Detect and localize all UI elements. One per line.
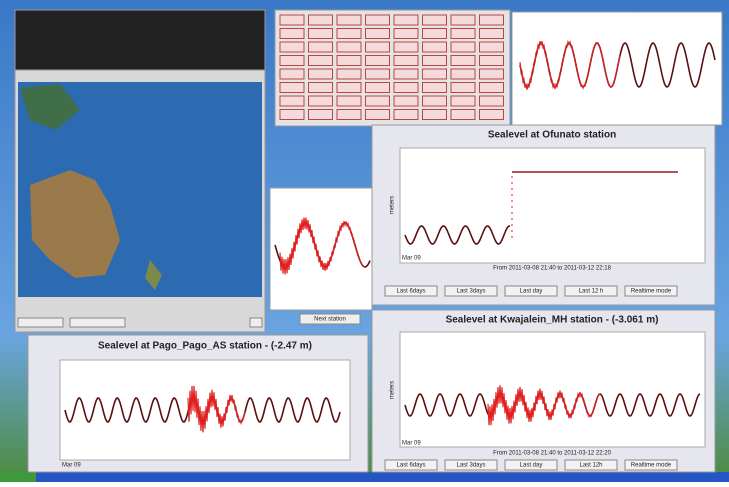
station-button[interactable] [280,42,304,52]
station-button[interactable] [337,83,361,93]
range-button-label: Last 3days [456,289,485,295]
station-button[interactable] [337,110,361,120]
station-button[interactable] [394,110,418,120]
station-button[interactable] [337,56,361,66]
x-start-label: Mar 09 [402,256,421,262]
range-button-label: Last day [520,289,543,295]
range-button-label: Last day [520,463,543,469]
station-button[interactable] [451,29,475,39]
station-button[interactable] [480,29,504,39]
station-button[interactable] [309,15,333,25]
button-row: Last 6days Last 3days Last day Last 12 h Rea… [385,286,677,296]
desktop: Sealevel at Ofunato station meters Mar 0… [0,0,729,482]
station-button[interactable] [423,56,447,66]
chart-title: Sealevel at Kwajalein_MH station - (-3.0… [446,315,659,326]
range-button-label: Last 12h [579,463,602,469]
station-button[interactable] [309,110,333,120]
station-button[interactable] [366,29,390,39]
station-button[interactable] [337,15,361,25]
station-button[interactable] [366,69,390,79]
range-button-label: Last 3days [456,463,485,469]
station-button[interactable] [451,96,475,106]
date-range: From 2011-03-08 21:40 to 2011-03-12 22:2… [493,451,612,457]
station-button[interactable] [480,110,504,120]
station-button[interactable] [309,83,333,93]
x-start-label: Mar 09 [62,463,81,469]
station-button[interactable] [337,96,361,106]
station-button[interactable] [423,15,447,25]
date-range: From 2011-03-08 21:40 to 2011-03-12 22:1… [493,266,612,272]
range-button-label: Last 6days [396,463,425,469]
station-button[interactable] [451,83,475,93]
y-axis-label: meters [390,196,396,214]
next-station-label: Next station [314,317,346,323]
x-start-label: Mar 09 [402,441,421,447]
station-button[interactable] [394,83,418,93]
station-button[interactable] [480,69,504,79]
map-button[interactable] [250,318,262,327]
station-button[interactable] [280,56,304,66]
station-button[interactable] [451,69,475,79]
station-button[interactable] [366,83,390,93]
station-button[interactable] [423,96,447,106]
range-button-label: Last 6days [396,289,425,295]
station-button[interactable] [366,56,390,66]
station-button[interactable] [480,15,504,25]
taskbar [0,472,729,482]
station-button[interactable] [394,29,418,39]
station-button[interactable] [280,29,304,39]
station-button[interactable] [337,42,361,52]
station-button[interactable] [394,42,418,52]
console-window [15,10,265,70]
station-button[interactable] [366,42,390,52]
station-button[interactable] [423,83,447,93]
station-button[interactable] [451,15,475,25]
button-row: Last 6days Last 3days Last day Last 12h Real… [385,460,677,470]
station-button[interactable] [480,42,504,52]
station-button[interactable] [280,96,304,106]
station-button[interactable] [394,69,418,79]
station-button[interactable] [394,56,418,66]
station-button[interactable] [423,110,447,120]
station-button[interactable] [451,110,475,120]
station-button[interactable] [480,83,504,93]
map-button[interactable] [18,318,63,327]
station-button[interactable] [309,42,333,52]
range-button-label: Realtime mode [631,463,672,469]
station-button[interactable] [280,15,304,25]
station-button[interactable] [309,96,333,106]
plot-area [400,332,705,447]
chart-title: Sealevel at Ofunato station [488,130,616,141]
station-button[interactable] [309,56,333,66]
station-button[interactable] [423,29,447,39]
range-button-label: Realtime mode [631,289,672,295]
station-button[interactable] [480,96,504,106]
station-button[interactable] [480,56,504,66]
station-button[interactable] [366,110,390,120]
plot-area [400,148,705,263]
station-button[interactable] [280,69,304,79]
map-button[interactable] [70,318,125,327]
station-button[interactable] [337,69,361,79]
start-button[interactable] [0,472,36,482]
station-button[interactable] [280,110,304,120]
station-button[interactable] [423,69,447,79]
station-button[interactable] [394,96,418,106]
station-button[interactable] [366,15,390,25]
chart-title: Sealevel at Pago_Pago_AS station - (-2.4… [98,341,312,352]
station-button[interactable] [451,42,475,52]
station-button[interactable] [366,96,390,106]
y-axis-label: meters [390,381,396,399]
station-button[interactable] [451,56,475,66]
station-button[interactable] [309,69,333,79]
station-button[interactable] [280,83,304,93]
station-button[interactable] [309,29,333,39]
station-grid-window [275,10,510,126]
range-button-label: Last 12 h [579,289,604,295]
station-button[interactable] [394,15,418,25]
station-button[interactable] [337,29,361,39]
station-button[interactable] [423,42,447,52]
